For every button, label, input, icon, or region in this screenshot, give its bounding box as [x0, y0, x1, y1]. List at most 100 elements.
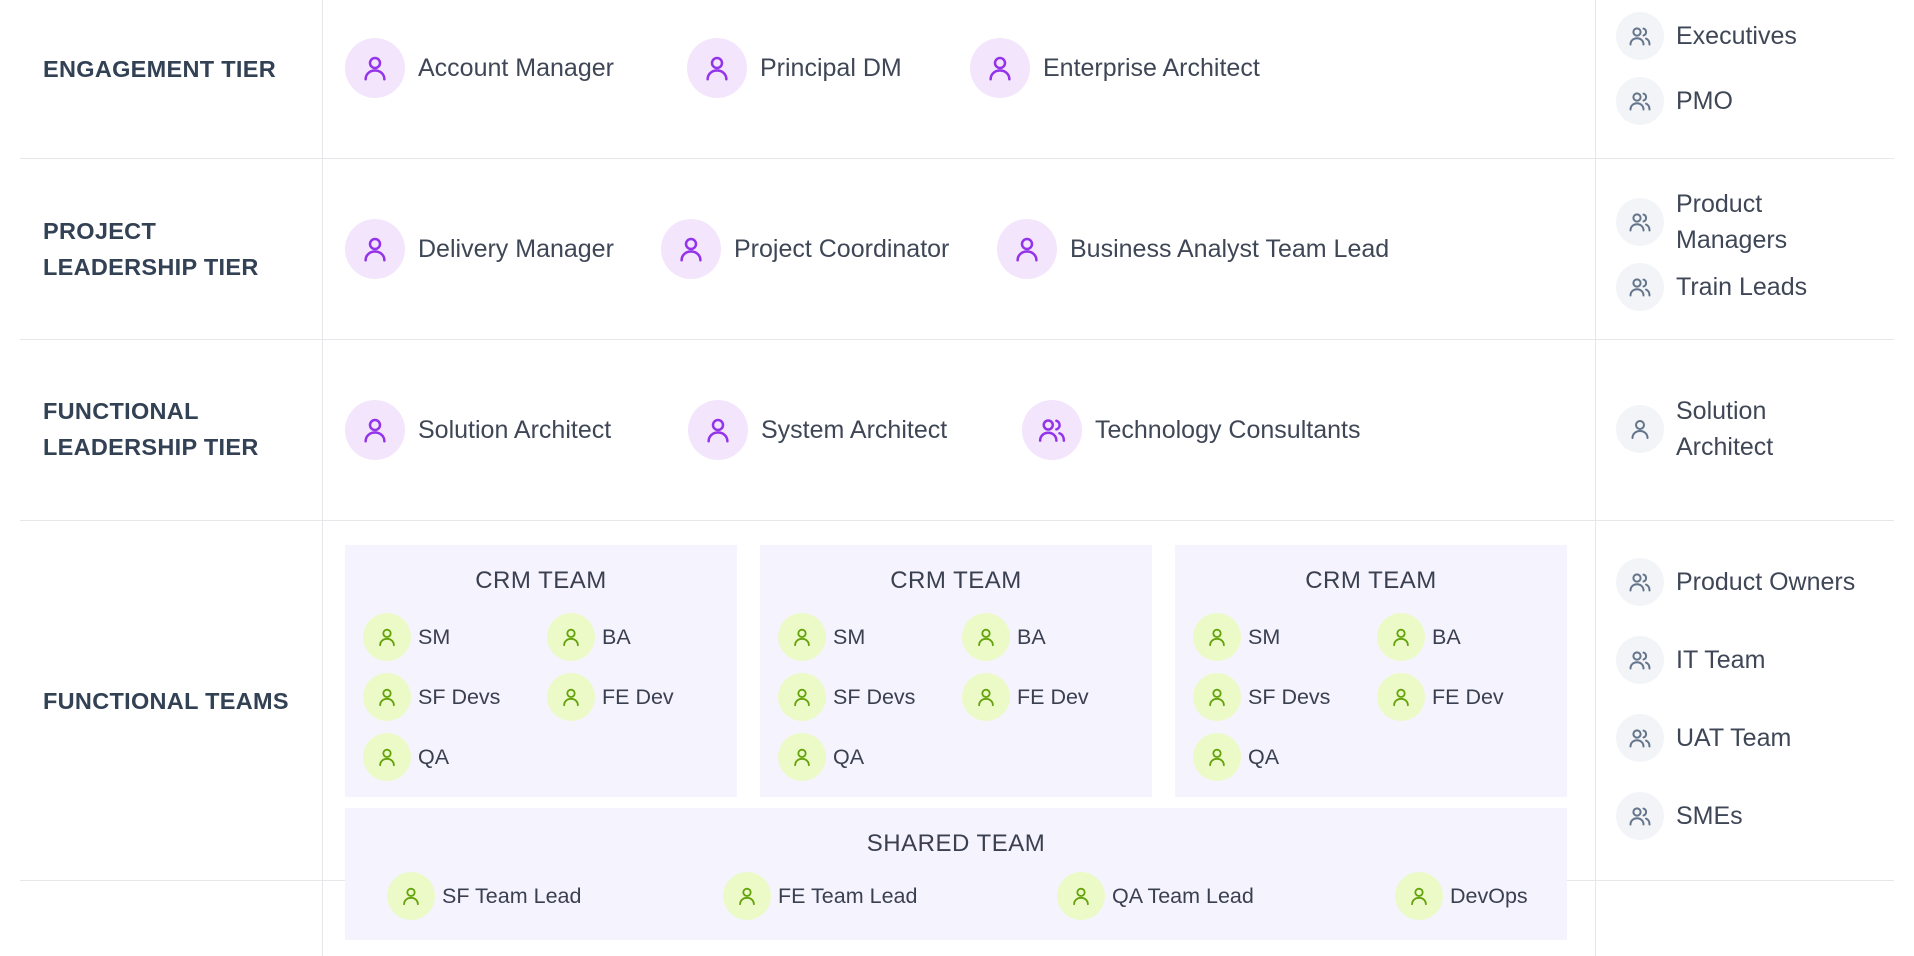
user-icon — [1395, 872, 1443, 920]
user-icon — [547, 673, 595, 721]
user-icon — [1193, 733, 1241, 781]
users-icon — [1616, 12, 1664, 60]
users-icon — [1616, 198, 1664, 246]
role-label: Project Coordinator — [734, 234, 950, 263]
user-icon — [962, 673, 1010, 721]
user-icon — [345, 219, 405, 279]
role-project-coordinator[interactable]: Project Coordinator — [661, 219, 949, 279]
member-fe-dev[interactable]: FE Dev — [962, 673, 1089, 721]
member-devops[interactable]: DevOps — [1395, 872, 1528, 920]
user-icon — [387, 872, 435, 920]
user-icon — [1616, 405, 1664, 453]
tier-label-text: FUNCTIONAL TEAMS — [43, 688, 289, 714]
member-fe-dev[interactable]: FE Dev — [547, 673, 674, 721]
member-ba[interactable]: BA — [547, 613, 631, 661]
role-business-analyst-team-lead[interactable]: Business Analyst Team Lead — [997, 219, 1389, 279]
stakeholder-label: Train Leads — [1676, 273, 1808, 301]
member-qa[interactable]: QA — [363, 733, 449, 781]
stakeholder-label: SMEs — [1676, 802, 1743, 830]
stakeholder-it-team[interactable]: IT Team — [1616, 636, 1765, 684]
member-label: SF Devs — [418, 684, 501, 709]
stakeholder-pmo[interactable]: PMO — [1616, 77, 1733, 125]
member-sm[interactable]: SM — [363, 613, 450, 661]
users-icon — [1616, 714, 1664, 762]
stakeholder-label-line: Architect — [1676, 433, 1774, 461]
stakeholder-solution-architect[interactable]: Solution Architect — [1616, 393, 1773, 465]
member-label: DevOps — [1450, 883, 1528, 908]
stakeholder-label-line: Solution — [1676, 397, 1767, 425]
user-icon — [363, 673, 411, 721]
row-divider — [20, 339, 1894, 340]
member-qa[interactable]: QA — [1193, 733, 1279, 781]
stakeholder-smes[interactable]: SMEs — [1616, 792, 1743, 840]
user-icon — [723, 872, 771, 920]
stakeholder-train-leads[interactable]: Train Leads — [1616, 263, 1807, 311]
member-label: BA — [602, 624, 631, 649]
role-system-architect[interactable]: System Architect — [688, 400, 947, 460]
stakeholder-label-line: Product — [1676, 190, 1763, 218]
member-label: SF Devs — [833, 684, 916, 709]
stakeholder-product-owners[interactable]: Product Owners — [1616, 558, 1855, 606]
member-sf-team-lead[interactable]: SF Team Lead — [387, 872, 581, 920]
member-label: QA — [1248, 744, 1280, 769]
role-technology-consultants[interactable]: Technology Consultants — [1022, 400, 1360, 460]
role-label: Business Analyst Team Lead — [1070, 234, 1390, 263]
role-label: Solution Architect — [418, 415, 612, 444]
engagement-tier-label: ENGAGEMENT TIER — [43, 51, 313, 87]
role-label: Account Manager — [418, 53, 614, 82]
member-label: FE Dev — [1432, 684, 1504, 709]
role-principal-dm[interactable]: Principal DM — [687, 38, 902, 98]
member-sm[interactable]: SM — [1193, 613, 1280, 661]
crm-team-card[interactable]: CRM TEAM SM BA SF Devs FE Dev QA — [345, 545, 737, 797]
member-sf-devs[interactable]: SF Devs — [1193, 673, 1330, 721]
user-icon — [1057, 872, 1105, 920]
team-title: SHARED TEAM — [866, 830, 1046, 857]
member-label: SF Devs — [1248, 684, 1331, 709]
member-qa-team-lead[interactable]: QA Team Lead — [1057, 872, 1254, 920]
tier-label-line: LEADERSHIP TIER — [43, 254, 259, 280]
shared-team-card[interactable]: SHARED TEAM SF Team Lead FE Team Lead QA… — [345, 808, 1567, 940]
role-delivery-manager[interactable]: Delivery Manager — [345, 219, 614, 279]
member-sm[interactable]: SM — [778, 613, 865, 661]
users-icon — [1616, 77, 1664, 125]
role-solution-architect[interactable]: Solution Architect — [345, 400, 611, 460]
user-icon — [778, 673, 826, 721]
role-label: Principal DM — [760, 53, 902, 82]
crm-team-card[interactable]: CRM TEAM SM BA SF Devs FE Dev QA — [1175, 545, 1567, 797]
role-enterprise-architect[interactable]: Enterprise Architect — [970, 38, 1260, 98]
column-divider-right — [1595, 0, 1596, 956]
user-icon — [970, 38, 1030, 98]
stakeholder-label: Solution Architect — [1676, 393, 1773, 465]
role-label: Enterprise Architect — [1043, 53, 1260, 82]
member-label: FE Dev — [602, 684, 674, 709]
role-label: Technology Consultants — [1095, 415, 1361, 444]
member-fe-team-lead[interactable]: FE Team Lead — [723, 872, 917, 920]
member-label: BA — [1017, 624, 1046, 649]
member-label: QA — [833, 744, 865, 769]
member-sf-devs[interactable]: SF Devs — [363, 673, 500, 721]
member-ba[interactable]: BA — [1377, 613, 1461, 661]
member-qa[interactable]: QA — [778, 733, 864, 781]
member-sf-devs[interactable]: SF Devs — [778, 673, 915, 721]
role-account-manager[interactable]: Account Manager — [345, 38, 614, 98]
member-fe-dev[interactable]: FE Dev — [1377, 673, 1504, 721]
stakeholder-executives[interactable]: Executives — [1616, 12, 1797, 60]
member-ba[interactable]: BA — [962, 613, 1046, 661]
stakeholder-product-managers[interactable]: Product Managers — [1616, 186, 1787, 258]
stakeholder-label-line: Managers — [1676, 226, 1788, 254]
user-icon — [688, 400, 748, 460]
crm-team-card[interactable]: CRM TEAM SM BA SF Devs FE Dev QA — [760, 545, 1152, 797]
stakeholder-label: IT Team — [1676, 646, 1766, 674]
functional-teams-label: FUNCTIONAL TEAMS — [43, 683, 313, 719]
stakeholder-label: Executives — [1676, 22, 1797, 50]
user-icon — [997, 219, 1057, 279]
users-icon — [1616, 636, 1664, 684]
role-label: Delivery Manager — [418, 234, 614, 263]
team-title: CRM TEAM — [890, 567, 1022, 594]
users-icon — [1022, 400, 1082, 460]
users-icon — [1616, 263, 1664, 311]
stakeholder-uat-team[interactable]: UAT Team — [1616, 714, 1791, 762]
tier-label-text: ENGAGEMENT TIER — [43, 56, 276, 82]
member-label: FE Team Lead — [778, 883, 918, 908]
member-label: QA — [418, 744, 450, 769]
